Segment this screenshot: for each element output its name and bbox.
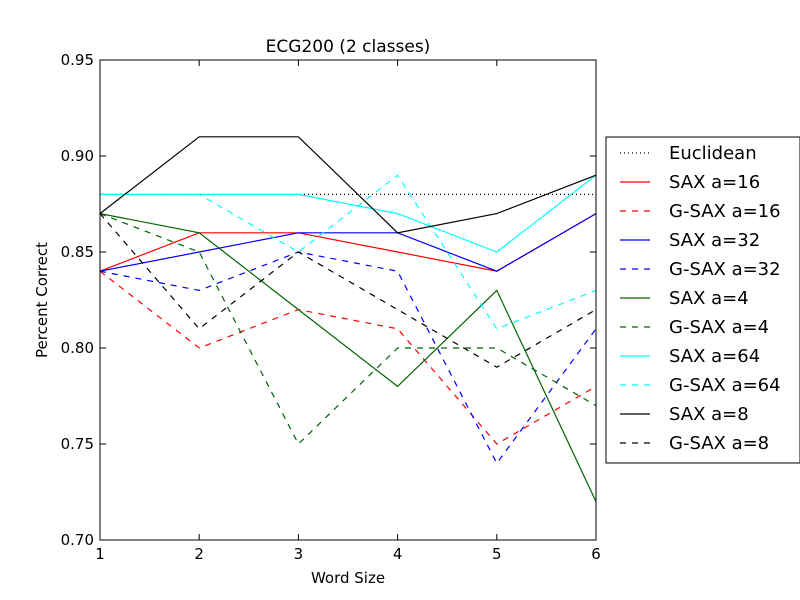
legend-label: SAX a=32	[669, 230, 760, 251]
legend-label: G-SAX a=8	[669, 433, 769, 454]
legend-item-sax-a-32: SAX a=32	[620, 230, 760, 251]
x-tick-label: 4	[393, 545, 403, 563]
x-tick-label: 3	[294, 545, 304, 563]
legend-label: SAX a=64	[669, 346, 760, 367]
series-line-g-sax-a-16	[99, 270, 597, 445]
legend-item-sax-a-16: SAX a=16	[620, 172, 760, 193]
legend-item-g-sax-a-16: G-SAX a=16	[620, 201, 781, 222]
y-axis-label: Percent Correct	[33, 242, 51, 358]
y-tick-label: 0.75	[61, 435, 94, 453]
legend-item-sax-a-8: SAX a=8	[620, 404, 749, 425]
legend-label: SAX a=4	[669, 288, 749, 309]
legend-label: G-SAX a=64	[669, 375, 781, 396]
series-line-g-sax-a-4	[99, 213, 597, 445]
x-tick-label: 5	[492, 545, 502, 563]
legend-item-sax-a-64: SAX a=64	[620, 346, 760, 367]
ticks-layer: 1 2 3 4 5 6 0.70 0.75 0.80 0.85 0.90 0.95	[61, 51, 601, 563]
series-line-sax-a-4	[99, 213, 597, 502]
y-tick-label: 0.95	[61, 51, 94, 69]
legend-label: G-SAX a=16	[669, 201, 781, 222]
y-tick-label: 0.70	[61, 531, 94, 549]
y-tick-label: 0.80	[61, 339, 94, 357]
plot-frame	[99, 59, 597, 541]
y-tick-label: 0.90	[61, 147, 94, 165]
chart-title: ECG200 (2 classes)	[266, 37, 431, 57]
x-tick-label: 6	[591, 545, 601, 563]
legend-item-g-sax-a-32: G-SAX a=32	[620, 259, 781, 280]
legend-box	[605, 136, 800, 464]
legend: Euclidean SAX a=16 G-SAX a=16 SAX a=32 G-SAX…	[605, 136, 800, 464]
x-tick-label: 1	[95, 545, 105, 563]
legend-item-sax-a-4: SAX a=4	[620, 288, 749, 309]
legend-item-g-sax-a-4: G-SAX a=4	[620, 317, 769, 338]
legend-item-g-sax-a-8: G-SAX a=8	[620, 433, 769, 454]
series-line-sax-a-8	[99, 136, 597, 234]
legend-label: SAX a=16	[669, 172, 760, 193]
y-tick-label: 0.85	[61, 243, 94, 261]
series-line-sax-a-32	[99, 213, 597, 272]
series-line-g-sax-a-64	[100, 174, 597, 330]
series-line-sax-a-16	[99, 213, 597, 272]
series-line-sax-a-64	[100, 174, 597, 253]
legend-label: SAX a=8	[669, 404, 749, 425]
legend-label: Euclidean	[669, 143, 757, 164]
legend-label: G-SAX a=4	[669, 317, 769, 338]
series-layer	[99, 136, 597, 502]
legend-label: G-SAX a=32	[669, 259, 781, 280]
series-line-g-sax-a-32	[99, 251, 597, 465]
legend-item-euclidean: Euclidean	[620, 143, 757, 164]
x-axis-label: Word Size	[311, 569, 385, 587]
legend-item-g-sax-a-64: G-SAX a=64	[620, 375, 781, 396]
x-tick-label: 2	[194, 545, 204, 563]
